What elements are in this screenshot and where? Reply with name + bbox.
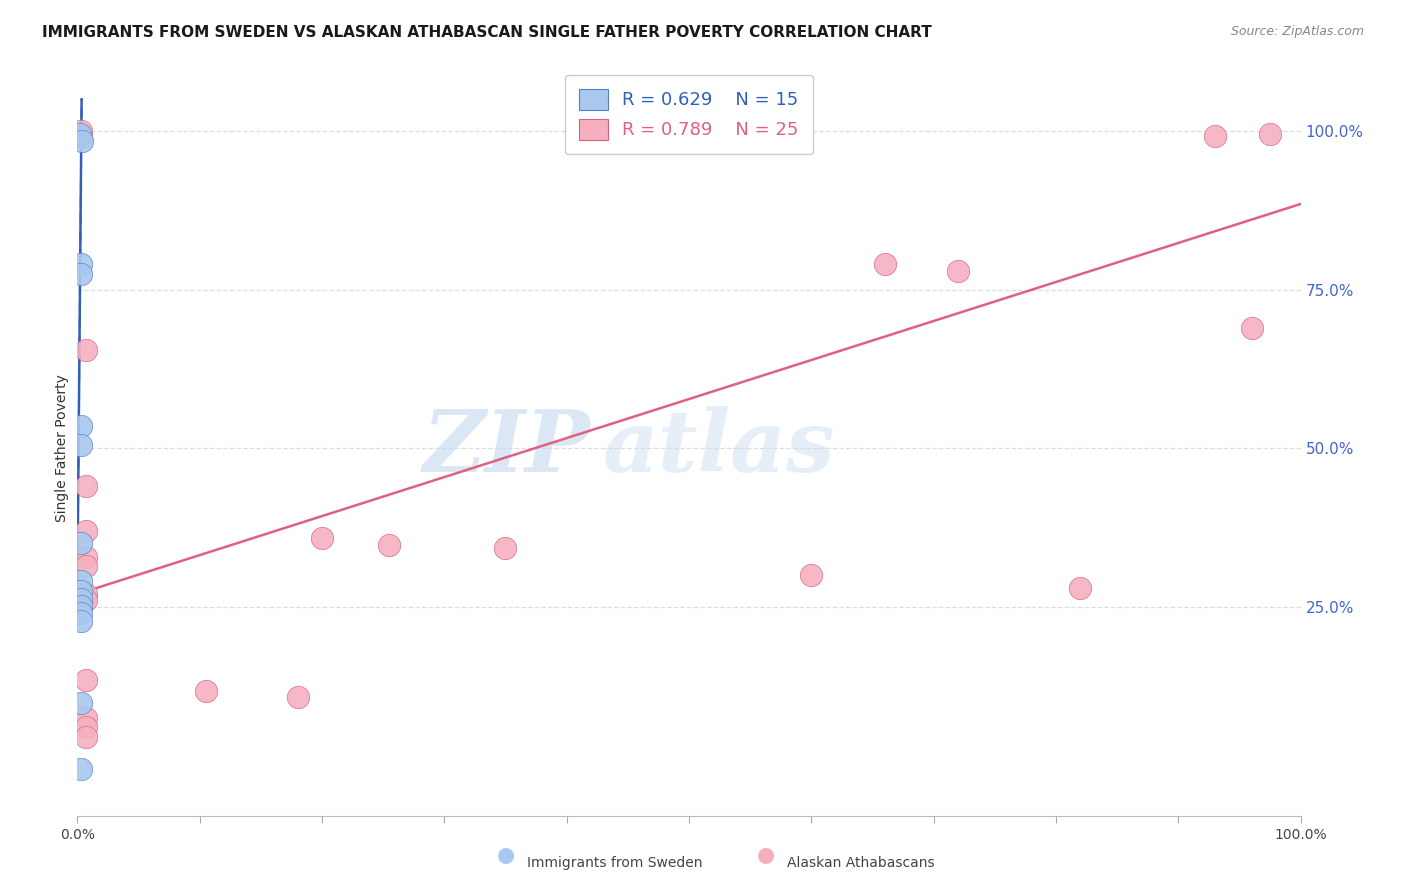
- Point: [873, 257, 896, 271]
- Point: [69, 127, 91, 141]
- Point: [70, 591, 93, 606]
- Point: [75, 720, 97, 734]
- Point: [75, 587, 97, 601]
- Point: [70, 536, 93, 550]
- Point: [75, 558, 97, 573]
- Point: [70, 438, 93, 452]
- Point: [946, 263, 969, 277]
- Point: [378, 538, 401, 552]
- Point: [800, 568, 823, 582]
- Point: [70, 257, 93, 271]
- Text: ZIP: ZIP: [423, 407, 591, 490]
- Point: [1069, 581, 1091, 595]
- Legend: R = 0.629    N = 15, R = 0.789    N = 25: R = 0.629 N = 15, R = 0.789 N = 25: [565, 75, 813, 154]
- Text: Source: ZipAtlas.com: Source: ZipAtlas.com: [1230, 25, 1364, 38]
- Point: [70, 419, 93, 434]
- Point: [75, 343, 97, 357]
- Point: [70, 130, 93, 145]
- Point: [70, 124, 93, 138]
- Text: IMMIGRANTS FROM SWEDEN VS ALASKAN ATHABASCAN SINGLE FATHER POVERTY CORRELATION C: IMMIGRANTS FROM SWEDEN VS ALASKAN ATHABA…: [42, 25, 932, 40]
- Point: [75, 524, 97, 538]
- Point: [75, 550, 97, 565]
- Point: [70, 762, 93, 776]
- Point: [75, 730, 97, 744]
- Point: [70, 134, 93, 148]
- Point: [70, 606, 93, 620]
- Point: [70, 599, 93, 613]
- Point: [75, 479, 97, 493]
- Point: [75, 593, 97, 607]
- Text: Immigrants from Sweden: Immigrants from Sweden: [527, 855, 703, 870]
- Point: [75, 673, 97, 687]
- Point: [70, 267, 93, 281]
- Y-axis label: Single Father Poverty: Single Father Poverty: [55, 375, 69, 522]
- Point: [287, 690, 309, 704]
- Point: [75, 711, 97, 725]
- Point: [70, 574, 93, 589]
- Point: [70, 696, 93, 710]
- Point: [194, 683, 217, 698]
- Text: ●: ●: [758, 846, 775, 865]
- Text: atlas: atlas: [603, 407, 835, 490]
- Point: [70, 614, 93, 628]
- Point: [1204, 129, 1226, 144]
- Point: [1258, 127, 1281, 141]
- Point: [1240, 320, 1263, 334]
- Point: [70, 584, 93, 599]
- Point: [311, 531, 333, 545]
- Text: ●: ●: [498, 846, 515, 865]
- Point: [495, 541, 517, 556]
- Text: Alaskan Athabascans: Alaskan Athabascans: [787, 855, 935, 870]
